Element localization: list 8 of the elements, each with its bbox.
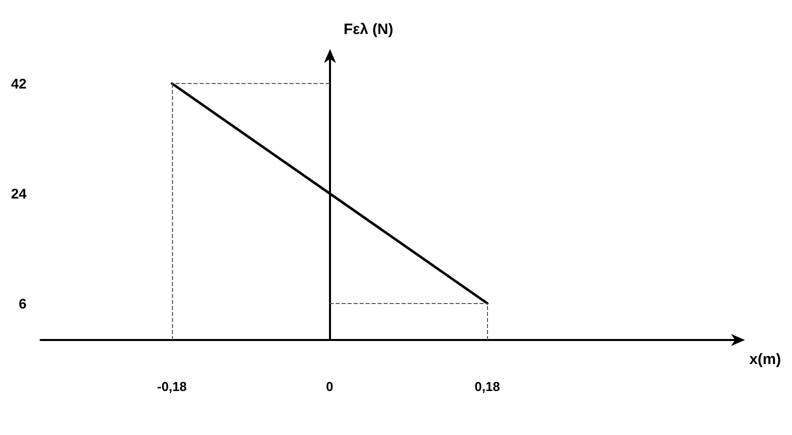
- x-tick-label: 0,18: [474, 379, 500, 394]
- x-tick-label: -0,18: [157, 379, 187, 394]
- y-tick-label: 6: [18, 295, 27, 312]
- x-axis-title: x(m): [749, 351, 782, 368]
- x-tick-label: 0: [326, 379, 334, 394]
- y-tick-label: 24: [10, 185, 27, 202]
- y-tick-label: 42: [10, 76, 27, 92]
- y-axis-title: Fελ (N): [344, 21, 394, 38]
